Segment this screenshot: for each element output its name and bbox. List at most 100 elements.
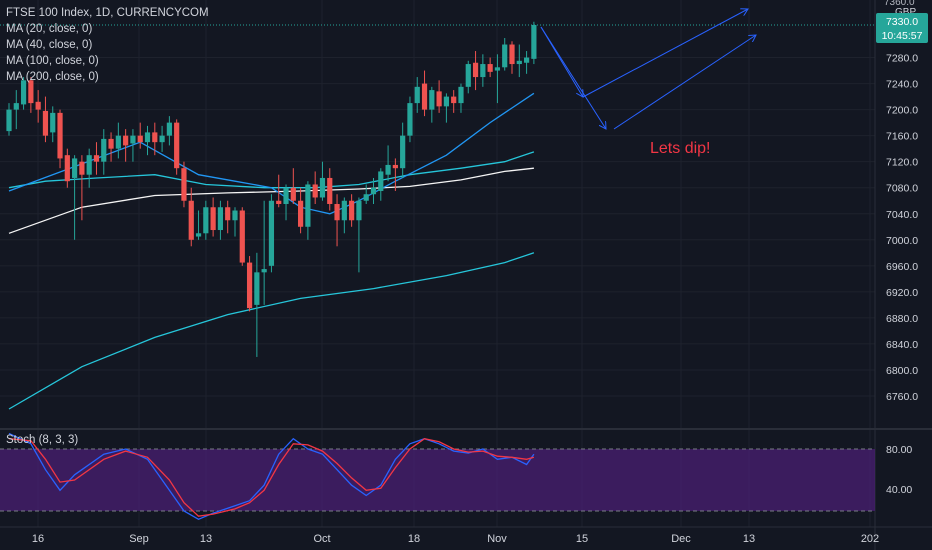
candle-body: [181, 168, 187, 201]
candle: [6, 103, 12, 136]
candle: [443, 93, 449, 123]
candle-body: [312, 184, 318, 198]
candle-body: [327, 177, 333, 204]
candle: [203, 200, 209, 240]
candle: [50, 106, 56, 143]
candle-body: [42, 110, 49, 136]
candle: [494, 54, 501, 104]
legend-ma40[interactable]: MA (40, close, 0): [6, 39, 93, 51]
stoch-tick-label: 80.00: [886, 444, 912, 456]
candle-body: [217, 207, 224, 231]
candle-body: [341, 200, 347, 221]
candle: [42, 96, 49, 143]
candle: [261, 200, 267, 305]
ma20-line: [8, 92, 535, 215]
candle: [232, 207, 238, 237]
annotation-text[interactable]: Lets dip!: [650, 140, 711, 157]
price-tick-label: 7120.0: [886, 157, 918, 169]
last-price-tag: 7330.0 10:45:57: [876, 13, 928, 43]
candle: [181, 161, 187, 208]
candle-body: [246, 262, 253, 309]
candle-body: [152, 132, 158, 143]
candle-body: [50, 112, 56, 133]
candle-body: [276, 200, 282, 204]
drawn-arrows: [540, 9, 756, 129]
candle: [487, 57, 493, 78]
time-tick-label: Nov: [487, 533, 507, 545]
time-tick-label: Oct: [313, 533, 330, 545]
candle: [523, 51, 530, 74]
candle: [363, 184, 369, 204]
candle-body: [20, 80, 27, 105]
candle-body: [298, 200, 304, 227]
price-tick-label: 7040.0: [886, 209, 918, 221]
candle: [319, 161, 326, 201]
candle-body: [144, 132, 151, 143]
candle-body: [239, 210, 245, 263]
candle-body: [159, 135, 165, 143]
drawn-arrow: [540, 26, 606, 129]
candle: [101, 129, 107, 175]
candle-body: [203, 207, 209, 234]
legend-symbol[interactable]: FTSE 100 Index, 1D, CURRENCYCOM: [6, 7, 209, 19]
price-tick-label: 6880.0: [886, 313, 918, 325]
candle-body: [225, 207, 231, 221]
candle: [210, 197, 216, 237]
candle-body: [334, 203, 340, 221]
legend-ma200[interactable]: MA (200, close, 0): [6, 71, 99, 83]
candle-body: [101, 138, 107, 162]
time-tick-label: 16: [32, 533, 44, 545]
candle-body: [356, 200, 362, 221]
legend-ma20[interactable]: MA (20, close, 0): [6, 23, 93, 35]
candle-body: [268, 200, 275, 266]
candle: [28, 77, 34, 113]
time-tick-label: 202: [861, 533, 879, 545]
candle: [123, 129, 129, 162]
candle-body: [349, 200, 355, 221]
candle-body: [57, 112, 63, 159]
candle: [20, 77, 27, 110]
candle: [356, 197, 362, 273]
time-tick-label: Sep: [129, 533, 149, 545]
stoch-tick-label: 40.00: [886, 484, 912, 496]
candle-body: [531, 25, 537, 59]
candle-body: [290, 187, 296, 201]
candle: [516, 44, 522, 78]
candle-body: [93, 155, 100, 162]
candle: [327, 168, 333, 211]
candle-body: [429, 90, 435, 110]
candle-body: [72, 158, 78, 178]
candle: [188, 187, 194, 247]
candle: [57, 109, 63, 169]
price-tick-label: 7240.0: [886, 79, 918, 91]
candle-body: [465, 64, 471, 87]
candle: [341, 197, 347, 234]
candle: [108, 132, 114, 162]
candle-body: [174, 122, 180, 169]
candle-body: [458, 86, 464, 104]
candle-body: [516, 60, 522, 65]
stoch-band: [0, 449, 875, 511]
legend-ma100[interactable]: MA (100, close, 0): [6, 55, 99, 67]
stoch-pane: [0, 432, 875, 521]
candle: [480, 54, 486, 87]
candle-body: [523, 57, 530, 63]
candle: [86, 148, 92, 188]
stoch-legend[interactable]: Stoch (8, 3, 3): [6, 434, 79, 446]
candle: [166, 116, 172, 146]
candle-body: [472, 62, 479, 78]
candle: [137, 122, 143, 149]
candle-body: [378, 171, 384, 191]
candle: [290, 168, 296, 204]
candle-body: [232, 210, 238, 221]
candles: [0, 21, 875, 357]
candle: [35, 90, 41, 123]
candle: [414, 77, 420, 113]
candle-body: [305, 184, 311, 227]
time-tick-label: 13: [200, 533, 212, 545]
candle: [451, 90, 457, 113]
candle: [152, 122, 158, 156]
candle-body: [137, 135, 143, 143]
candle-body: [13, 103, 19, 110]
